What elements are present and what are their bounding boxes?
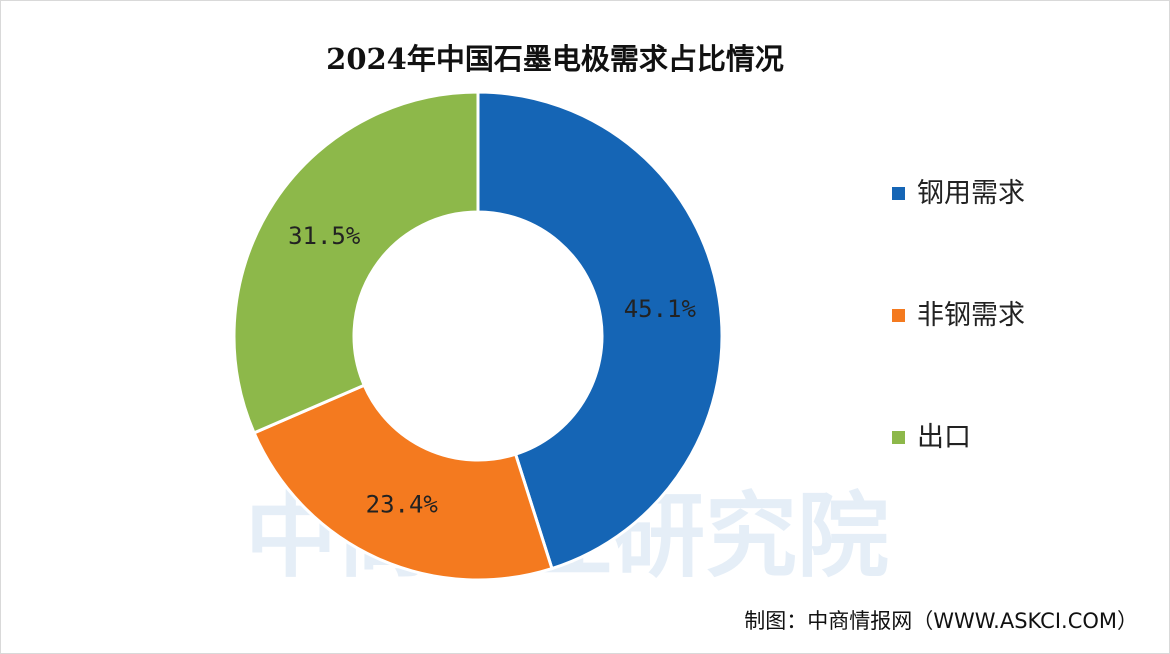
legend-label-steel: 钢用需求 bbox=[917, 178, 1025, 209]
chart-title: 2024年中国石墨电极需求占比情况 bbox=[326, 42, 784, 76]
legend-label-non-steel: 非钢需求 bbox=[917, 300, 1025, 331]
legend-swatch-non-steel bbox=[892, 309, 905, 322]
legend-label-export: 出口 bbox=[917, 422, 971, 453]
source-credit: 制图：中商情报网（WWW.ASKCI.COM） bbox=[744, 609, 1138, 633]
legend-swatch-export bbox=[892, 431, 905, 444]
slice-steel bbox=[476, 90, 724, 571]
legend-swatch-steel bbox=[892, 187, 905, 200]
data-label-steel: 45.1% bbox=[624, 295, 697, 323]
slice-non-steel bbox=[252, 383, 554, 582]
data-label-export: 31.5% bbox=[288, 222, 361, 250]
data-label-non-steel: 23.4% bbox=[366, 490, 439, 518]
slice-export bbox=[232, 90, 480, 435]
